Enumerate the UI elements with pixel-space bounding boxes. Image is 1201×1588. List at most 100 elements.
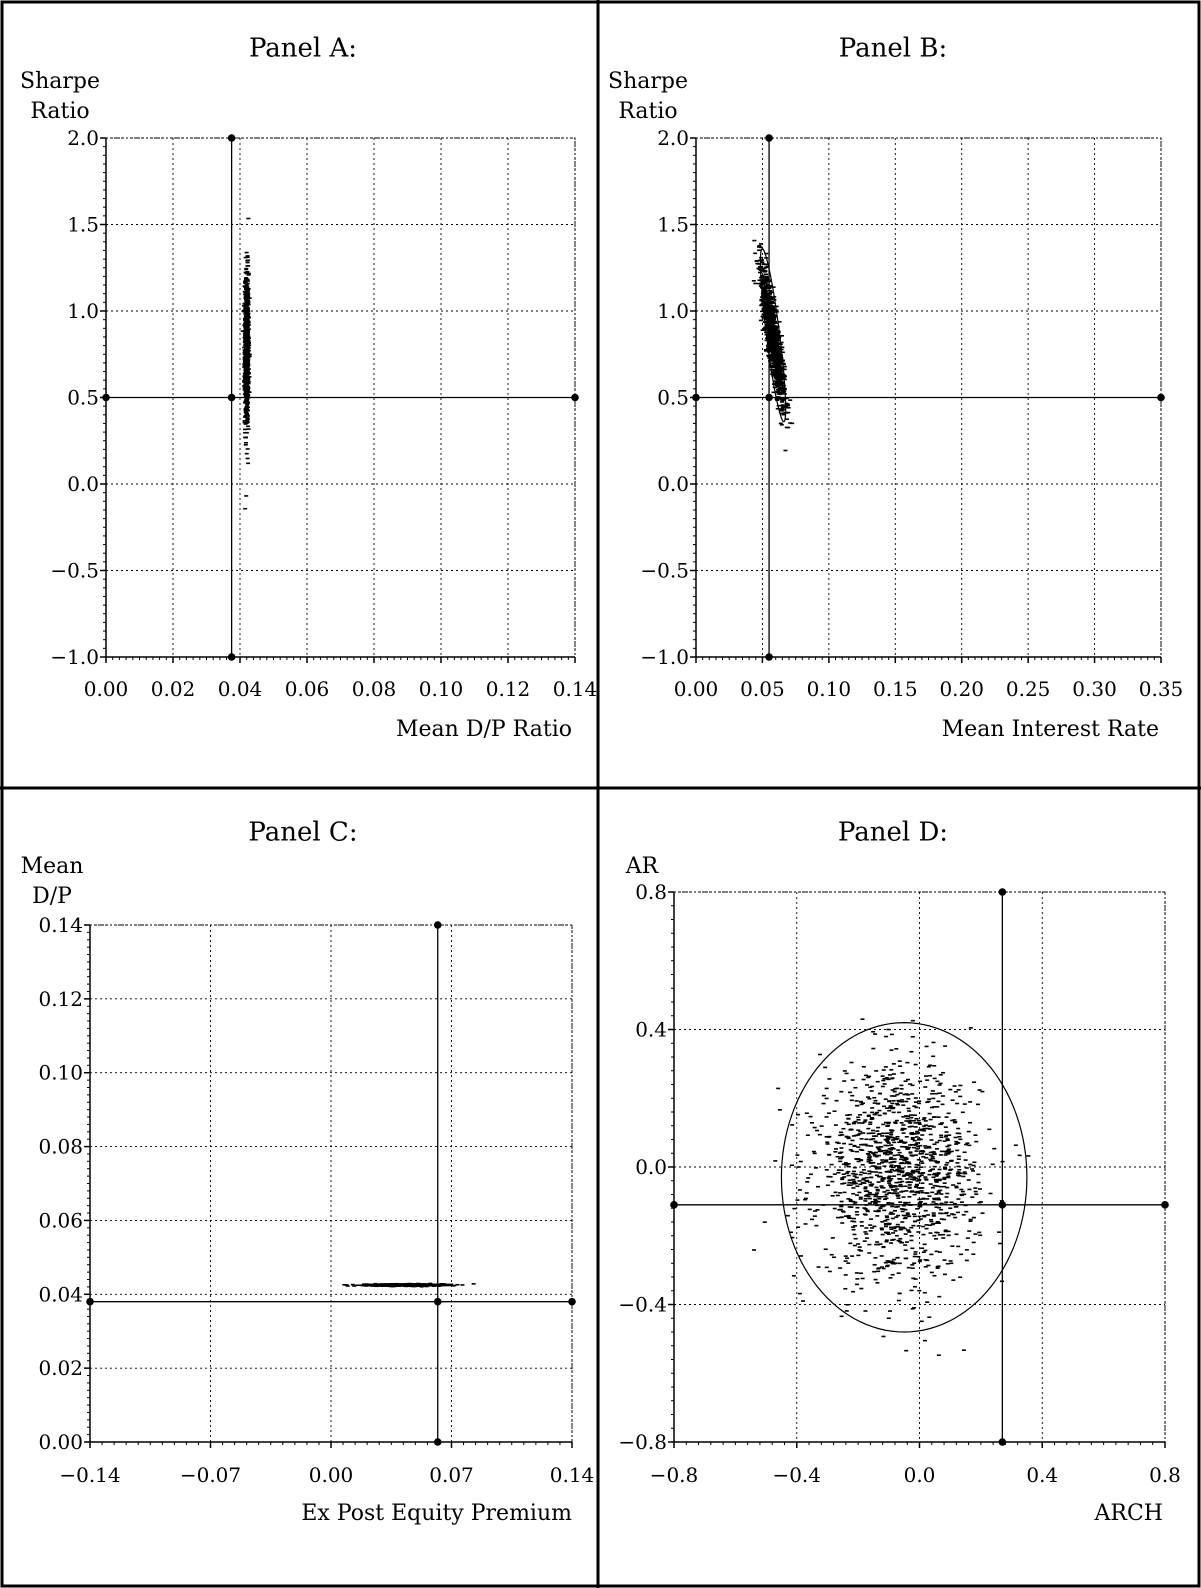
scatter-point (852, 1175, 857, 1177)
scatter-point (923, 1086, 928, 1088)
scatter-point (773, 331, 778, 334)
scatter-point (838, 1157, 843, 1160)
scatter-point (774, 364, 779, 367)
scatter-point (869, 1227, 874, 1229)
scatter-point (768, 289, 773, 292)
scatter-point (913, 1122, 918, 1124)
scatter-point (244, 341, 249, 344)
scatter-point (846, 1117, 851, 1120)
scatter-point (870, 1165, 875, 1167)
scatter-point (937, 1295, 942, 1298)
scatter-point (887, 1175, 892, 1178)
scatter-point (956, 1245, 961, 1248)
scatter-point (884, 1239, 889, 1241)
scatter-point (910, 1171, 915, 1173)
scatter-point (879, 1255, 884, 1257)
scatter-point (244, 495, 249, 497)
scatter-point (869, 1176, 874, 1179)
scatter-point (805, 1134, 810, 1137)
scatter-point (958, 1084, 963, 1087)
scatter-point (243, 436, 248, 439)
scatter-point (935, 1161, 940, 1164)
scatter-point (850, 1150, 855, 1153)
scatter-point (880, 1085, 885, 1088)
scatter-point (245, 404, 250, 406)
scatter-point (930, 1151, 935, 1154)
scatter-point (873, 1202, 878, 1205)
scatter-point (885, 1107, 890, 1110)
scatter-point (879, 1205, 884, 1208)
scatter-point (764, 252, 769, 255)
scatter-point (883, 1223, 888, 1226)
scatter-point (916, 1138, 921, 1141)
x-tick-label: 0.4 (1026, 1463, 1058, 1487)
scatter-point (945, 1145, 950, 1148)
scatter-point (896, 1149, 901, 1151)
scatter-point (244, 276, 249, 279)
scatter-point (774, 305, 779, 308)
scatter-point (765, 324, 770, 327)
scatter-point (932, 1143, 937, 1146)
scatter-point (879, 1185, 884, 1187)
scatter-point (880, 1228, 885, 1231)
scatter-point (957, 1168, 962, 1171)
scatter-point (773, 369, 778, 372)
scatter-point (245, 291, 250, 294)
scatter-point (848, 1148, 853, 1151)
scatter-point (244, 363, 249, 366)
scatter-point (846, 1214, 851, 1217)
scatter-point (890, 1146, 895, 1149)
scatter-point (919, 1166, 924, 1168)
scatter-point (839, 1204, 844, 1206)
scatter-point (803, 1223, 808, 1225)
scatter-point (885, 1260, 890, 1262)
scatter-point (872, 1096, 877, 1099)
x-tick-label: 0.00 (674, 677, 719, 701)
scatter-point (932, 1274, 937, 1277)
scatter-point (849, 1061, 854, 1064)
scatter-point (860, 1018, 865, 1021)
x-tick-label: 0.00 (84, 677, 129, 701)
scatter-point (777, 361, 782, 364)
scatter-point (352, 1285, 357, 1287)
scatter-point (781, 384, 786, 387)
scatter-point (779, 367, 784, 369)
scatter-point (947, 1134, 952, 1136)
scatter-point (245, 385, 250, 387)
scatter-point (867, 1075, 872, 1078)
scatter-point (927, 1112, 932, 1115)
plot-area-border (89, 924, 573, 1443)
y-tick-label: 0.10 (38, 1061, 83, 1085)
reference-dot (692, 393, 700, 402)
scatter-point (776, 404, 781, 407)
scatter-point (764, 279, 769, 281)
scatter-point (769, 296, 774, 299)
scatter-point (916, 1164, 921, 1166)
scatter-point (890, 1136, 895, 1139)
scatter-point (867, 1252, 872, 1254)
scatter-point (243, 391, 248, 394)
scatter-point (875, 1189, 880, 1192)
scatter-point (939, 1212, 944, 1215)
scatter-point (769, 332, 774, 335)
scatter-point (956, 1158, 961, 1160)
scatter-point (245, 448, 250, 450)
scatter-point (943, 1045, 948, 1047)
scatter-point (924, 1192, 929, 1194)
scatter-point (897, 1100, 902, 1103)
scatter-point (795, 1154, 800, 1156)
scatter-point (769, 325, 774, 328)
scatter-point (904, 1190, 909, 1192)
scatter-point (905, 1181, 910, 1184)
scatter-point (861, 1178, 866, 1181)
y-tick-label: 0.14 (38, 913, 83, 937)
scatter-point (904, 1100, 909, 1103)
scatter-point (884, 1265, 889, 1268)
scatter-point (968, 1163, 973, 1166)
scatter-point (827, 1078, 832, 1080)
scatter-point (247, 297, 252, 300)
scatter-point (889, 1049, 894, 1051)
scatter-point (783, 449, 788, 452)
scatter-point (968, 1220, 973, 1222)
scatter-point (444, 1283, 449, 1286)
